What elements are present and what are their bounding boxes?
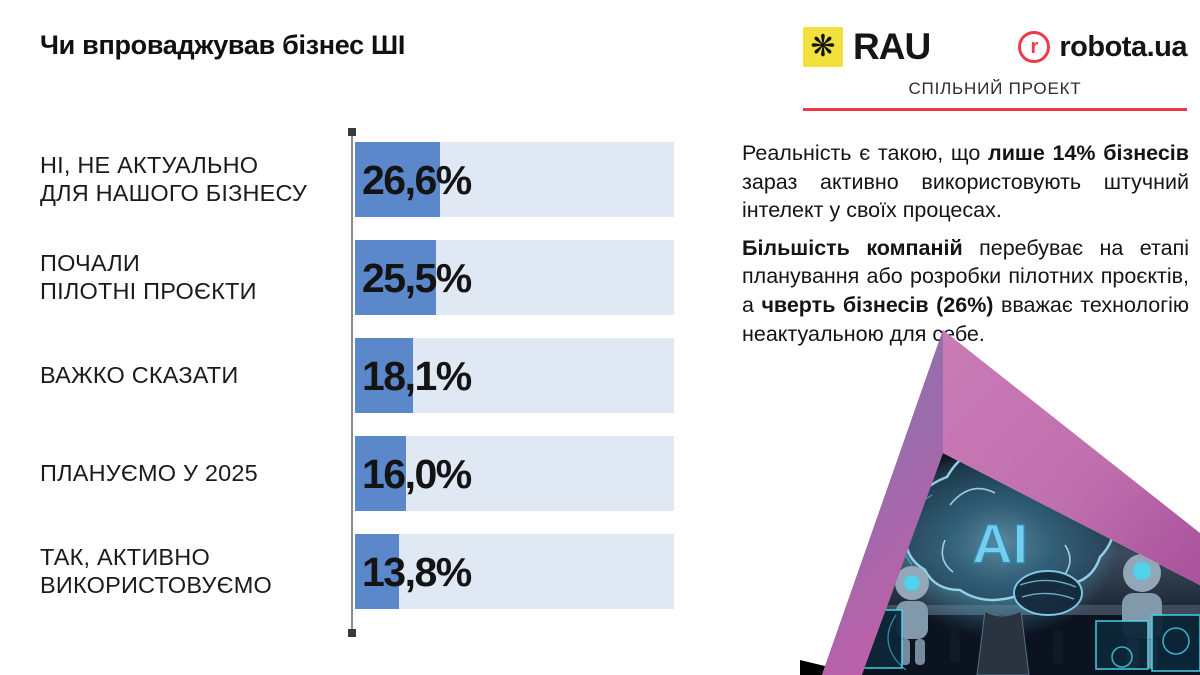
bar-row: ПОЧАЛИ ПІЛОТНІ ПРОЄКТИ 25,5% [40,240,690,315]
axis-line [351,131,353,634]
bar-fill [355,142,440,217]
axis-cap-bottom [348,629,356,637]
commentary-bold-segment: лише 14% біз­несів [988,141,1189,165]
pyramid-right-face [943,330,1200,585]
robota-r-icon: r [1018,31,1051,63]
bar-value-label: 16,0% [362,451,472,497]
bar-row: ПЛАНУЄМО У 2025 16,0% [40,436,690,511]
bar-category-label: ПЛАНУЄМО У 2025 [40,459,258,486]
rau-star-icon: ❋ [803,27,843,67]
bar-value-label: 26,6% [362,157,472,203]
commentary-text-segment: зараз активно використовують штучний інт… [742,169,1189,223]
commentary-paragraph: Більшість компаній перебуває на ета­пі п… [742,234,1189,348]
pyramid-left-face [822,330,943,675]
red-divider-line [803,108,1187,111]
bar-fill [355,240,437,315]
bar-row: ВАЖКО СКАЗАТИ 18,1% [40,338,690,413]
bar-chart: НІ, НЕ АКТУАЛЬНО ДЛЯ НАШОГО БІЗНЕСУ 26,6%… [40,128,690,643]
bar-category-label: ВАЖКО СКАЗАТИ [40,361,239,388]
commentary-bold-segment: чверть бізнесів (26%) [761,292,994,317]
people-silhouettes [950,626,1063,664]
bar-track: 13,8% [355,534,674,609]
bar-row: ТАК, АКТИВНО ВИКОРИСТОВУЄМО 13,8% [40,534,690,609]
rau-logo: ❋ RAU [803,26,931,68]
partners-block: ❋ RAU r robota.ua СПІЛЬНИЙ ПРОЕКТ [803,26,1187,111]
bar-track: 26,6% [355,142,674,217]
bar-track: 16,0% [355,436,674,511]
bar-category-label: НІ, НЕ АКТУАЛЬНО ДЛЯ НАШОГО БІЗНЕСУ [40,151,308,206]
rau-logo-text: RAU [853,26,931,67]
bar-fill [355,436,407,511]
bar-row: НІ, НЕ АКТУАЛЬНО ДЛЯ НАШОГО БІЗНЕСУ 26,6% [40,142,690,217]
bar-fill [355,338,413,413]
joint-project-subtitle: СПІЛЬНИЙ ПРОЕКТ [908,79,1082,98]
bar-fill [355,534,400,609]
partner-logos-row: ❋ RAU r robota.ua [803,26,1187,68]
commentary-bold-segment: Більшість компаній [742,235,963,260]
bar-value-label: 25,5% [362,255,472,301]
bar-category-label: ПОЧАЛИ ПІЛОТНІ ПРОЄКТИ [40,249,257,304]
robota-ua-logo: r robota.ua [1018,31,1187,64]
bar-value-label: 13,8% [362,549,472,595]
bar-value-label: 18,1% [362,353,472,399]
robota-logo-text: robota.ua [1059,30,1187,63]
bar-track: 25,5% [355,240,674,315]
page-title: Чи впроваджував бізнес ШІ [40,30,406,60]
bar-category-label: ТАК, АКТИВНО ВИКОРИСТОВУЄМО [40,543,272,598]
commentary-text-segment: перебуває на ета­пі планування або розро… [742,235,1189,317]
commentary-paragraph: Реальність є такою, що лише 14% біз­несі… [742,139,1189,225]
commentary: Реальність є такою, що лише 14% біз­несі… [742,139,1189,357]
ai-label: AI [972,512,1028,575]
bar-track: 18,1% [355,338,674,413]
ai-pyramid-illustration: AI [800,330,1200,675]
commentary-text-segment: Реальність є такою, що [742,141,989,165]
axis-cap-top [348,128,356,136]
